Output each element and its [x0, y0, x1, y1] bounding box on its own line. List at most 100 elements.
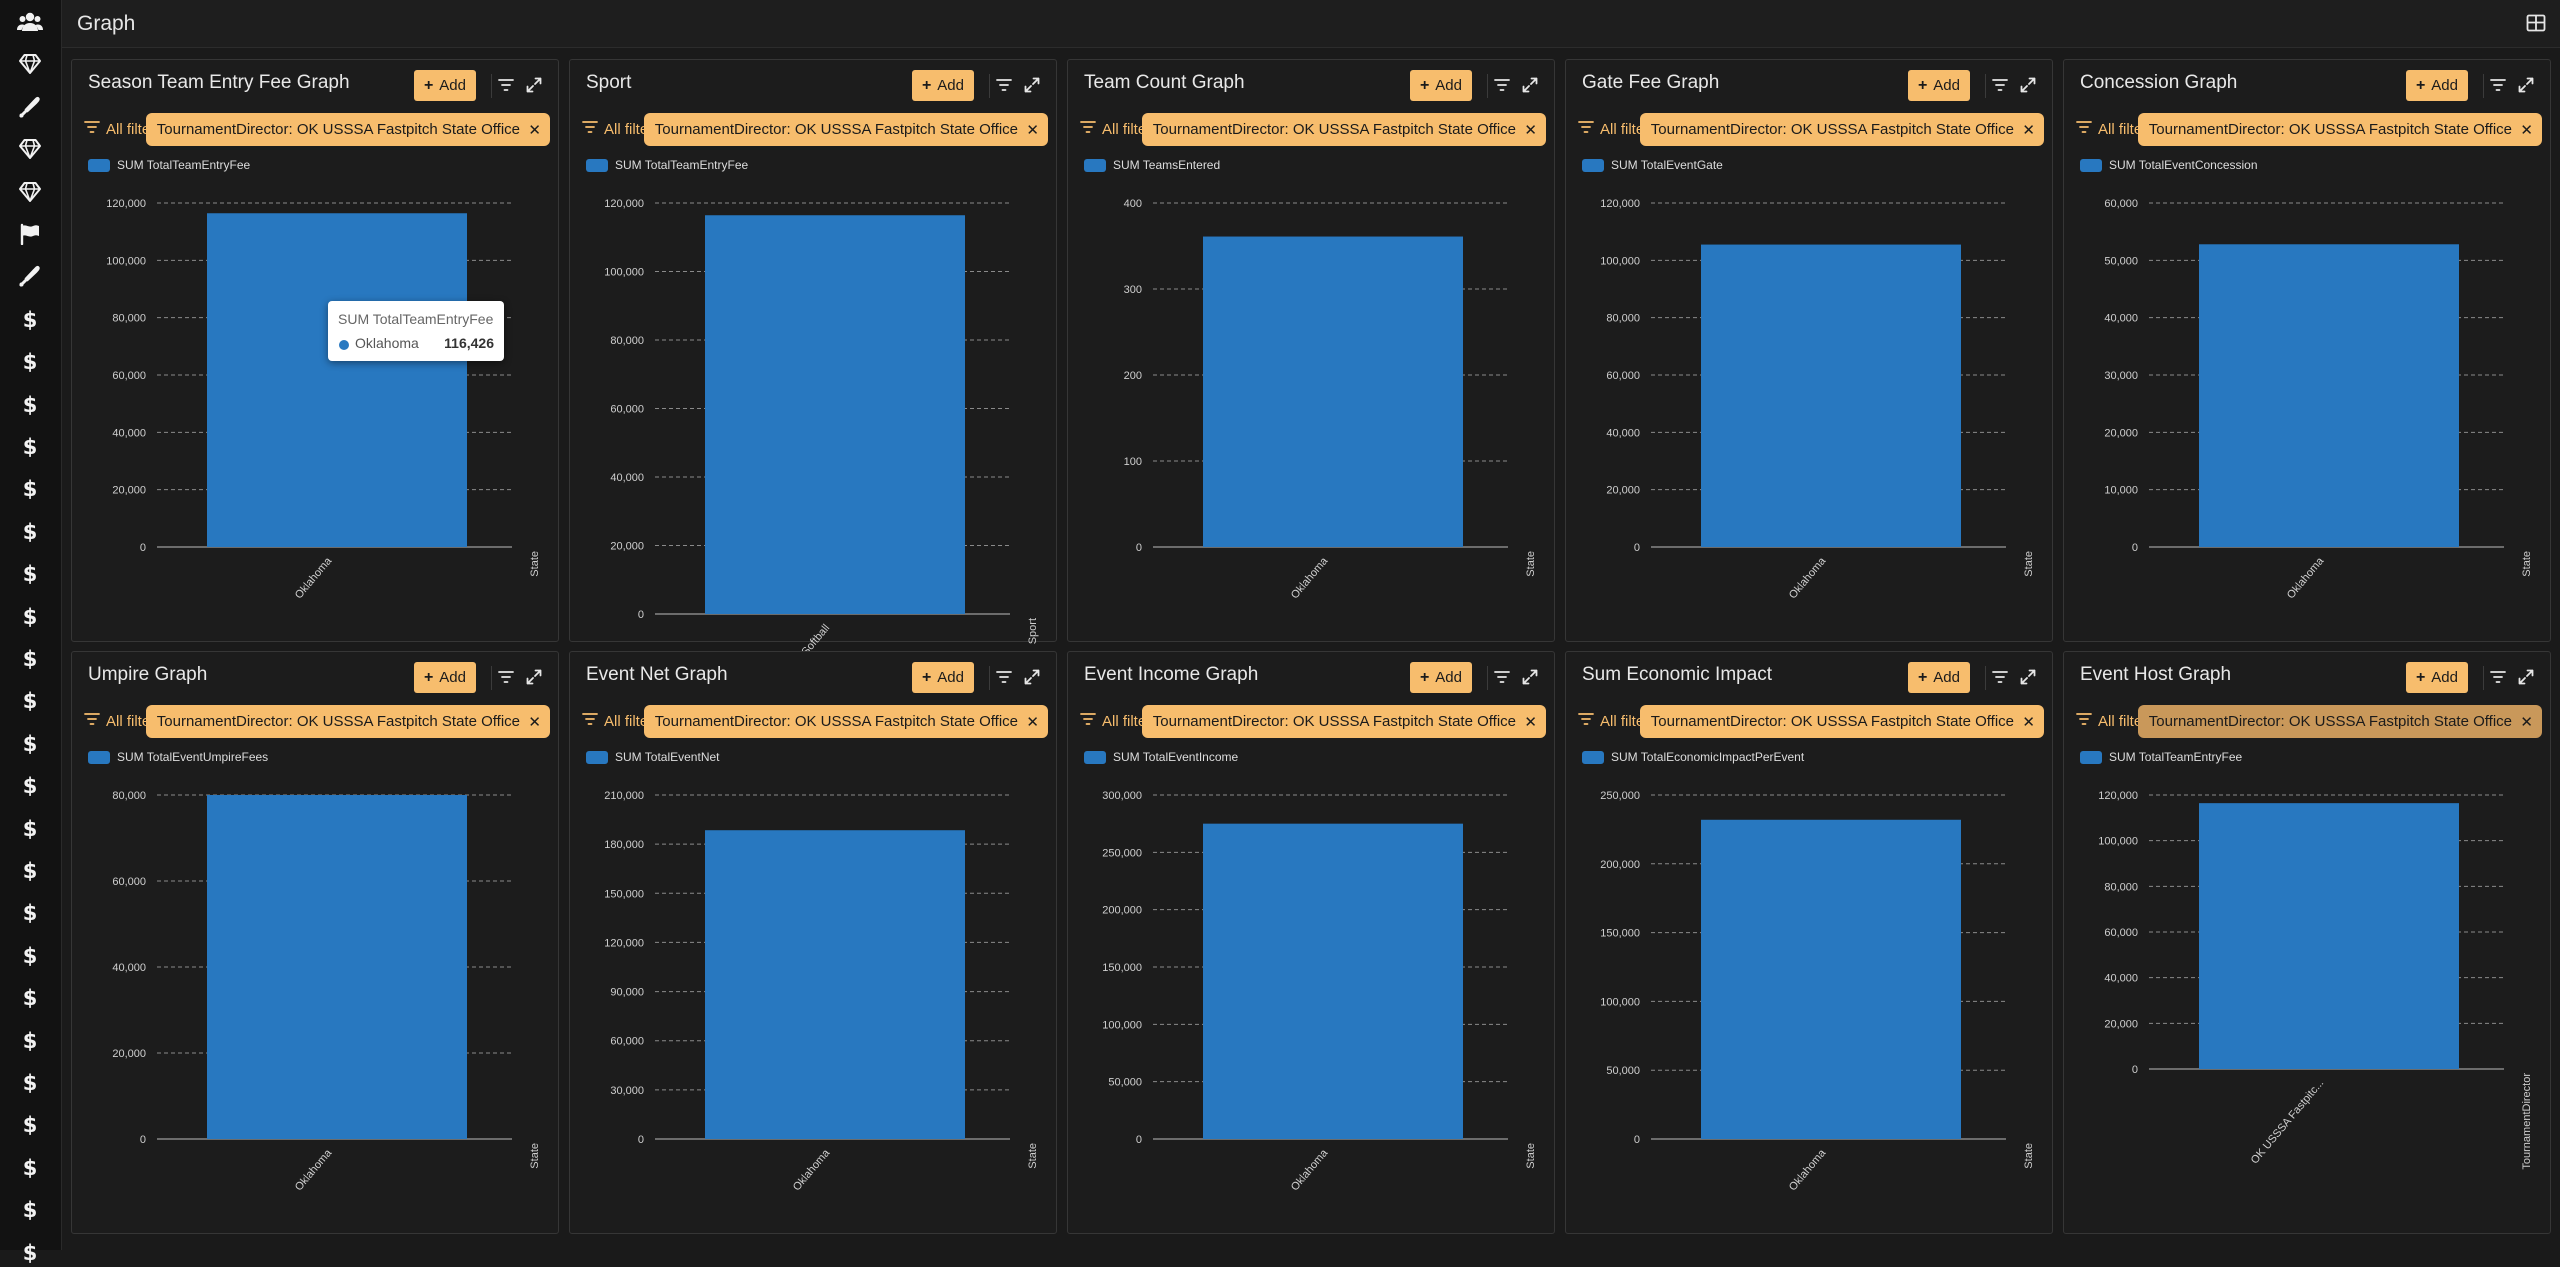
dollar-icon[interactable]: $ [15, 516, 45, 546]
expand-icon[interactable] [1022, 75, 1042, 95]
chart-legend[interactable]: SUM TotalEventGate [1582, 158, 1723, 172]
diamond-icon[interactable] [15, 177, 45, 207]
dollar-icon[interactable]: $ [15, 389, 45, 419]
close-icon[interactable]: ✕ [1026, 122, 1039, 139]
close-icon[interactable]: ✕ [528, 714, 541, 731]
dollar-icon[interactable]: $ [15, 940, 45, 970]
filter-icon[interactable] [496, 75, 516, 95]
bar-chart: 0 50,000 100,000 150,000 200,000 250,000 Oklah… [1600, 790, 2035, 1193]
filter-chip[interactable]: TournamentDirector: OK USSSA Fastpitch S… [1639, 113, 2044, 146]
dollar-icon[interactable]: $ [15, 1152, 45, 1182]
layout-grid-icon[interactable] [2526, 13, 2546, 33]
filter-row: All filters TournamentDirector: OK USSSA … [80, 113, 550, 147]
dollar-icon[interactable]: $ [15, 304, 45, 334]
expand-icon[interactable] [524, 75, 544, 95]
close-icon[interactable]: ✕ [2022, 122, 2035, 139]
filter-icon[interactable] [1990, 75, 2010, 95]
baseball-bat-icon[interactable] [15, 92, 45, 122]
dollar-icon[interactable]: $ [15, 770, 45, 800]
close-icon[interactable]: ✕ [528, 122, 541, 139]
dollar-icon[interactable]: $ [15, 1067, 45, 1097]
flag-icon[interactable] [15, 219, 45, 249]
filter-chip[interactable]: TournamentDirector: OK USSSA Fastpitch S… [643, 113, 1048, 146]
chart-legend[interactable]: SUM TotalTeamEntryFee [88, 158, 250, 172]
chart-tooltip: SUM TotalTeamEntryFee Oklahoma 116,426 [328, 301, 504, 361]
chart-legend[interactable]: SUM TotalEventNet [586, 750, 720, 764]
expand-icon[interactable] [1520, 667, 1540, 687]
expand-icon[interactable] [1520, 75, 1540, 95]
filter-chip[interactable]: TournamentDirector: OK USSSA Fastpitch S… [1639, 705, 2044, 738]
close-icon[interactable]: ✕ [2022, 714, 2035, 731]
expand-icon[interactable] [2018, 75, 2038, 95]
dollar-icon[interactable]: $ [15, 558, 45, 588]
chart-legend[interactable]: SUM TotalTeamEntryFee [586, 158, 748, 172]
dollar-icon[interactable]: $ [15, 1025, 45, 1055]
users-icon[interactable] [15, 7, 45, 37]
add-button[interactable]: + Add [1907, 70, 1970, 101]
plus-icon: + [921, 76, 932, 94]
dollar-icon[interactable]: $ [15, 1237, 45, 1267]
filter-chip[interactable]: TournamentDirector: OK USSSA Fastpitch S… [1141, 705, 1546, 738]
filter-icon[interactable] [994, 75, 1014, 95]
dollar-icon[interactable]: $ [15, 601, 45, 631]
add-button[interactable]: + Add [413, 70, 476, 101]
dollar-icon[interactable]: $ [15, 982, 45, 1012]
add-button[interactable]: + Add [413, 662, 476, 693]
chart-legend[interactable]: SUM TotalEventIncome [1084, 750, 1238, 764]
add-button[interactable]: + Add [2405, 70, 2468, 101]
add-button[interactable]: + Add [1409, 662, 1472, 693]
dollar-icon[interactable]: $ [15, 855, 45, 885]
add-button[interactable]: + Add [2405, 662, 2468, 693]
filter-chip[interactable]: TournamentDirector: OK USSSA Fastpitch S… [145, 705, 550, 738]
dollar-icon[interactable]: $ [15, 728, 45, 758]
expand-icon[interactable] [2516, 75, 2536, 95]
close-icon[interactable]: ✕ [1524, 122, 1537, 139]
filter-chip[interactable]: TournamentDirector: OK USSSA Fastpitch S… [1141, 113, 1546, 146]
diamond-icon[interactable] [15, 134, 45, 164]
dollar-icon[interactable]: $ [15, 813, 45, 843]
close-icon[interactable]: ✕ [2520, 122, 2533, 139]
expand-icon[interactable] [524, 667, 544, 687]
add-button[interactable]: + Add [911, 70, 974, 101]
filter-chip-label: TournamentDirector: OK USSSA Fastpitch S… [1152, 713, 1516, 730]
filter-icon[interactable] [2488, 667, 2508, 687]
y-tick-label: 150,000 [1600, 928, 1640, 940]
filter-chip[interactable]: TournamentDirector: OK USSSA Fastpitch S… [145, 113, 550, 146]
add-button[interactable]: + Add [1409, 70, 1472, 101]
chart-legend[interactable]: SUM TotalTeamEntryFee [2080, 750, 2242, 764]
expand-icon[interactable] [2018, 667, 2038, 687]
chart-legend[interactable]: SUM TotalEventConcession [2080, 158, 2258, 172]
chart-legend[interactable]: SUM TotalEconomicImpactPerEvent [1582, 750, 1804, 764]
filter-chip[interactable]: TournamentDirector: OK USSSA Fastpitch S… [2137, 113, 2542, 146]
baseball-bat-icon[interactable] [15, 261, 45, 291]
filter-icon[interactable] [496, 667, 516, 687]
close-icon[interactable]: ✕ [1026, 714, 1039, 731]
filter-icon[interactable] [994, 667, 1014, 687]
expand-icon[interactable] [1022, 667, 1042, 687]
filter-icon[interactable] [1990, 667, 2010, 687]
close-icon[interactable]: ✕ [2520, 714, 2533, 731]
dollar-icon[interactable]: $ [15, 643, 45, 673]
add-button[interactable]: + Add [911, 662, 974, 693]
y-tick-label: 20,000 [112, 485, 146, 497]
svg-text:$: $ [23, 350, 38, 373]
dollar-icon[interactable]: $ [15, 897, 45, 927]
dollar-icon[interactable]: $ [15, 685, 45, 715]
add-button[interactable]: + Add [1907, 662, 1970, 693]
expand-icon[interactable] [2516, 667, 2536, 687]
dollar-icon[interactable]: $ [15, 431, 45, 461]
diamond-icon[interactable] [15, 49, 45, 79]
filter-chip[interactable]: TournamentDirector: OK USSSA Fastpitch S… [643, 705, 1048, 738]
svg-text:$: $ [23, 1156, 38, 1179]
filter-icon[interactable] [2488, 75, 2508, 95]
filter-icon[interactable] [1492, 667, 1512, 687]
close-icon[interactable]: ✕ [1524, 714, 1537, 731]
dollar-icon[interactable]: $ [15, 1109, 45, 1139]
chart-legend[interactable]: SUM TotalEventUmpireFees [88, 750, 268, 764]
dollar-icon[interactable]: $ [15, 473, 45, 503]
filter-chip[interactable]: TournamentDirector: OK USSSA Fastpitch S… [2137, 705, 2542, 738]
filter-icon[interactable] [1492, 75, 1512, 95]
dollar-icon[interactable]: $ [15, 1194, 45, 1224]
dollar-icon[interactable]: $ [15, 346, 45, 376]
chart-legend[interactable]: SUM TeamsEntered [1084, 158, 1220, 172]
